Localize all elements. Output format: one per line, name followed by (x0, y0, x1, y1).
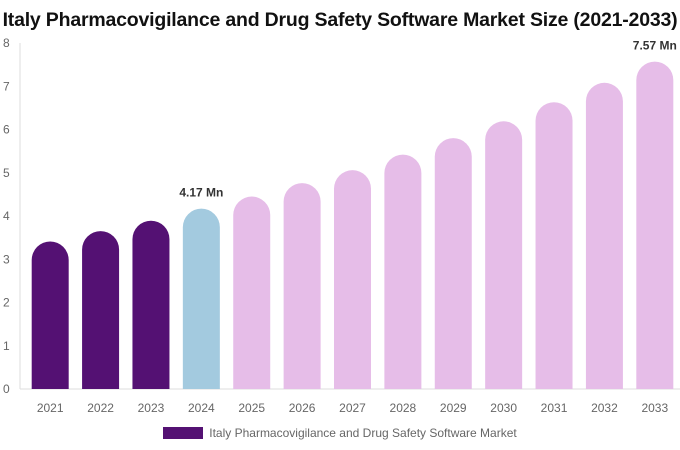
bar-2023 (132, 220, 170, 389)
y-tick-label: 4 (3, 209, 10, 223)
bar-2032 (585, 82, 623, 389)
x-tick-label: 2028 (390, 401, 417, 415)
bar-2029 (434, 138, 472, 389)
y-tick-label: 0 (3, 382, 10, 396)
x-tick-label: 2023 (138, 401, 165, 415)
x-tick-label: 2026 (289, 401, 316, 415)
x-tick-label: 2022 (87, 401, 114, 415)
bar-2031 (535, 102, 573, 390)
y-tick-label: 2 (3, 296, 10, 310)
y-tick-label: 1 (3, 339, 10, 353)
bar-2022 (82, 231, 120, 389)
x-tick-label: 2027 (339, 401, 366, 415)
y-tick-label: 5 (3, 166, 10, 180)
chart-title: Italy Pharmacovigilance and Drug Safety … (2, 9, 678, 31)
x-tick-label: 2031 (541, 401, 568, 415)
bar-2025 (233, 196, 271, 389)
bar-2021 (31, 241, 69, 389)
bar-2030 (485, 121, 523, 390)
y-tick-label: 8 (3, 36, 10, 50)
legend-label: Italy Pharmacovigilance and Drug Safety … (209, 426, 517, 440)
y-tick-label: 7 (3, 79, 10, 93)
legend: Italy Pharmacovigilance and Drug Safety … (0, 426, 680, 440)
y-tick-label: 6 (3, 123, 10, 137)
x-tick-label: 2024 (188, 401, 215, 415)
bar-2024 (182, 208, 220, 389)
bar-2028 (384, 154, 422, 389)
x-tick-label: 2029 (440, 401, 467, 415)
data-label-2024: 4.17 Mn (179, 186, 223, 200)
x-tick-label: 2030 (490, 401, 517, 415)
x-tick-label: 2032 (591, 401, 618, 415)
x-tick-label: 2033 (641, 401, 668, 415)
bar-2033 (636, 61, 674, 390)
legend-swatch (163, 427, 204, 439)
y-tick-label: 3 (3, 252, 10, 266)
data-label-2033: 7.57 Mn (633, 39, 677, 53)
x-tick-label: 2021 (37, 401, 64, 415)
bar-2026 (283, 183, 321, 389)
x-tick-label: 2025 (238, 401, 265, 415)
bar-2027 (334, 170, 371, 389)
